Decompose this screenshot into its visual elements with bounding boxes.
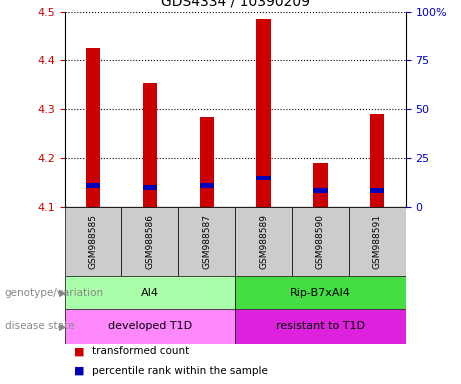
Bar <box>178 207 235 276</box>
Bar <box>121 207 178 276</box>
Bar <box>143 83 157 207</box>
Text: GSM988590: GSM988590 <box>316 214 325 270</box>
Text: resistant to T1D: resistant to T1D <box>276 321 365 331</box>
Text: Rip-B7xAI4: Rip-B7xAI4 <box>290 288 351 298</box>
Text: GSM988591: GSM988591 <box>373 214 382 270</box>
Bar <box>235 207 292 276</box>
Bar <box>200 183 214 188</box>
Text: AI4: AI4 <box>141 288 159 298</box>
Bar <box>200 117 214 207</box>
Bar <box>292 207 349 276</box>
Text: GSM988585: GSM988585 <box>89 214 97 270</box>
Bar <box>256 19 271 207</box>
Bar <box>143 185 157 190</box>
Bar <box>86 183 100 188</box>
Text: GSM988589: GSM988589 <box>259 214 268 270</box>
Bar <box>65 309 235 344</box>
Text: transformed count: transformed count <box>92 346 189 356</box>
Text: ■: ■ <box>74 366 84 376</box>
Bar <box>235 276 406 309</box>
Text: GSM988587: GSM988587 <box>202 214 211 270</box>
Text: disease state: disease state <box>5 321 74 331</box>
Bar <box>313 188 327 193</box>
Text: ▶: ▶ <box>59 288 66 298</box>
Text: developed T1D: developed T1D <box>108 321 192 331</box>
Bar <box>65 207 121 276</box>
Text: ▶: ▶ <box>59 321 66 331</box>
Text: percentile rank within the sample: percentile rank within the sample <box>92 366 268 376</box>
Bar <box>235 309 406 344</box>
Bar <box>65 276 235 309</box>
Bar <box>370 188 384 193</box>
Text: GSM988586: GSM988586 <box>145 214 154 270</box>
Bar <box>86 48 100 207</box>
Title: GDS4334 / 10390209: GDS4334 / 10390209 <box>160 0 310 9</box>
Text: ■: ■ <box>74 346 84 356</box>
Text: genotype/variation: genotype/variation <box>5 288 104 298</box>
Bar <box>370 114 384 207</box>
Bar <box>349 207 406 276</box>
Bar <box>256 175 271 180</box>
Bar <box>313 163 327 207</box>
